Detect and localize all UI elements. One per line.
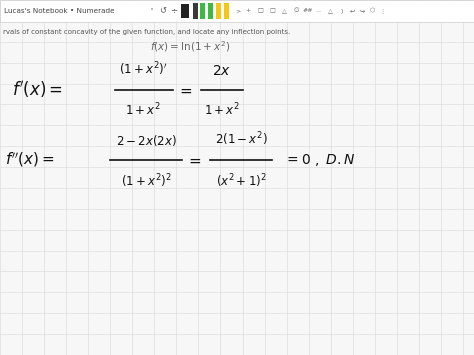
Text: ⬡: ⬡ <box>369 9 375 13</box>
Bar <box>0 0 474 22</box>
Text: ...: ... <box>315 9 321 13</box>
Text: ##: ## <box>303 9 313 13</box>
Text: $=$: $=$ <box>177 82 193 98</box>
Text: ⋮: ⋮ <box>379 9 385 13</box>
Text: $(1+x^2)^2$: $(1+x^2)^2$ <box>120 172 172 190</box>
Text: $1+x^2$: $1+x^2$ <box>125 102 161 119</box>
Text: ↺: ↺ <box>159 6 166 16</box>
Text: □: □ <box>269 9 275 13</box>
Text: $2(1-x^2)$: $2(1-x^2)$ <box>215 130 267 148</box>
Bar <box>208 3 213 19</box>
Text: $f(x) = \ln(1 + x^2)$: $f(x) = \ln(1 + x^2)$ <box>150 40 230 54</box>
Text: Lucas's Notebook • Numerade: Lucas's Notebook • Numerade <box>4 8 115 14</box>
Text: △: △ <box>282 9 286 13</box>
Text: $=$: $=$ <box>186 153 202 168</box>
Text: ÷: ÷ <box>171 6 177 16</box>
Text: $f''(x) =$: $f''(x) =$ <box>5 151 55 169</box>
Text: $2x$: $2x$ <box>212 64 232 78</box>
Text: $= 0\ ,\ D.N$: $= 0\ ,\ D.N$ <box>284 152 356 168</box>
Text: ↪: ↪ <box>359 9 365 13</box>
Text: □: □ <box>257 9 263 13</box>
Bar <box>193 3 198 19</box>
Text: ↩: ↩ <box>349 9 355 13</box>
Text: ∅: ∅ <box>293 9 299 13</box>
Text: $f'(x) =$: $f'(x) =$ <box>12 80 63 100</box>
Text: rvals of constant concavity of the given function, and locate any inflection poi: rvals of constant concavity of the given… <box>3 29 290 35</box>
Text: $(1+x^2)^{\prime}$: $(1+x^2)^{\prime}$ <box>119 60 167 78</box>
Bar <box>181 4 189 18</box>
Text: ): ) <box>341 9 343 13</box>
Bar <box>224 3 229 19</box>
Bar <box>216 3 221 19</box>
Bar <box>200 3 205 19</box>
Text: ᶦ: ᶦ <box>151 6 153 16</box>
Text: $1+x^2$: $1+x^2$ <box>204 102 240 119</box>
Text: $2 - 2x(2x)$: $2 - 2x(2x)$ <box>116 133 176 148</box>
Text: △: △ <box>328 9 332 13</box>
Text: $(x^2+1)^2$: $(x^2+1)^2$ <box>216 172 266 190</box>
Text: +: + <box>246 9 251 13</box>
Text: >: > <box>236 9 241 13</box>
